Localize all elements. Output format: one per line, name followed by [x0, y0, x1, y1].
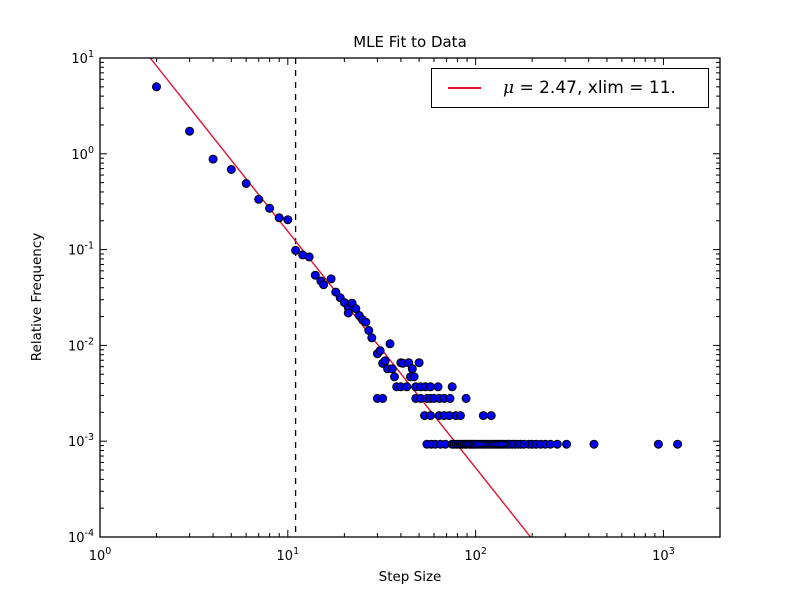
legend-line-sample [448, 87, 481, 89]
plot-frame [99, 57, 721, 538]
tick-label: 101 [277, 546, 300, 564]
data-point [274, 213, 284, 223]
tick-label: 10-2 [68, 336, 94, 354]
legend-box: μ = 2.47, xlim = 11. [431, 68, 709, 108]
data-point [208, 154, 218, 164]
data-point [414, 358, 424, 368]
data-point [409, 372, 419, 382]
data-point [455, 411, 465, 421]
data-point [326, 274, 336, 284]
data-point [319, 280, 329, 290]
data-point [478, 411, 488, 421]
data-point [375, 346, 385, 356]
tick-label: 102 [464, 546, 487, 564]
data-point [426, 411, 435, 421]
data-point [226, 165, 236, 174]
data-point [378, 393, 388, 403]
legend-mu-symbol: μ [503, 78, 515, 98]
data-point [387, 364, 397, 374]
chart-title: MLE Fit to Data [353, 33, 467, 51]
data-point [241, 179, 251, 188]
data-point [310, 270, 320, 280]
tick-label: 100 [89, 546, 112, 564]
axis-ticks [99, 57, 720, 538]
tick-label: 100 [71, 145, 94, 163]
data-point [283, 215, 293, 225]
data-point [426, 382, 435, 392]
data-point [265, 203, 275, 213]
data-point [562, 439, 572, 449]
tick-label: 103 [652, 546, 675, 564]
x-axis-label: Step Size [378, 569, 442, 585]
data-point [402, 382, 412, 392]
data-point [385, 339, 395, 349]
data-point [445, 393, 455, 403]
data-point [407, 364, 417, 374]
legend-label: μ = 2.47, xlim = 11. [503, 78, 676, 98]
data-point [447, 382, 457, 392]
data-point [461, 393, 471, 403]
tick-label: 10-4 [68, 528, 94, 546]
data-point [552, 439, 562, 449]
data-point [364, 326, 374, 335]
data-point [433, 382, 443, 392]
data-point [653, 439, 663, 449]
data-point [589, 439, 599, 449]
data-point [291, 245, 301, 255]
data-point [343, 308, 353, 318]
data-point [361, 317, 371, 327]
y-axis-label: Relative Frequency [29, 232, 45, 362]
legend-label-rest: = 2.47, xlim = 11. [514, 78, 676, 98]
data-point [304, 252, 314, 262]
scatter-points [152, 82, 683, 449]
data-point [367, 333, 377, 343]
data-point [486, 411, 496, 421]
tick-label: 10-1 [68, 241, 94, 259]
tick-label: 101 [71, 49, 94, 67]
data-point [254, 194, 264, 204]
data-point [380, 356, 390, 366]
tick-label: 10-3 [68, 432, 94, 450]
data-point [152, 82, 161, 92]
data-point [390, 372, 399, 382]
data-point [673, 439, 683, 449]
data-point [185, 126, 195, 136]
